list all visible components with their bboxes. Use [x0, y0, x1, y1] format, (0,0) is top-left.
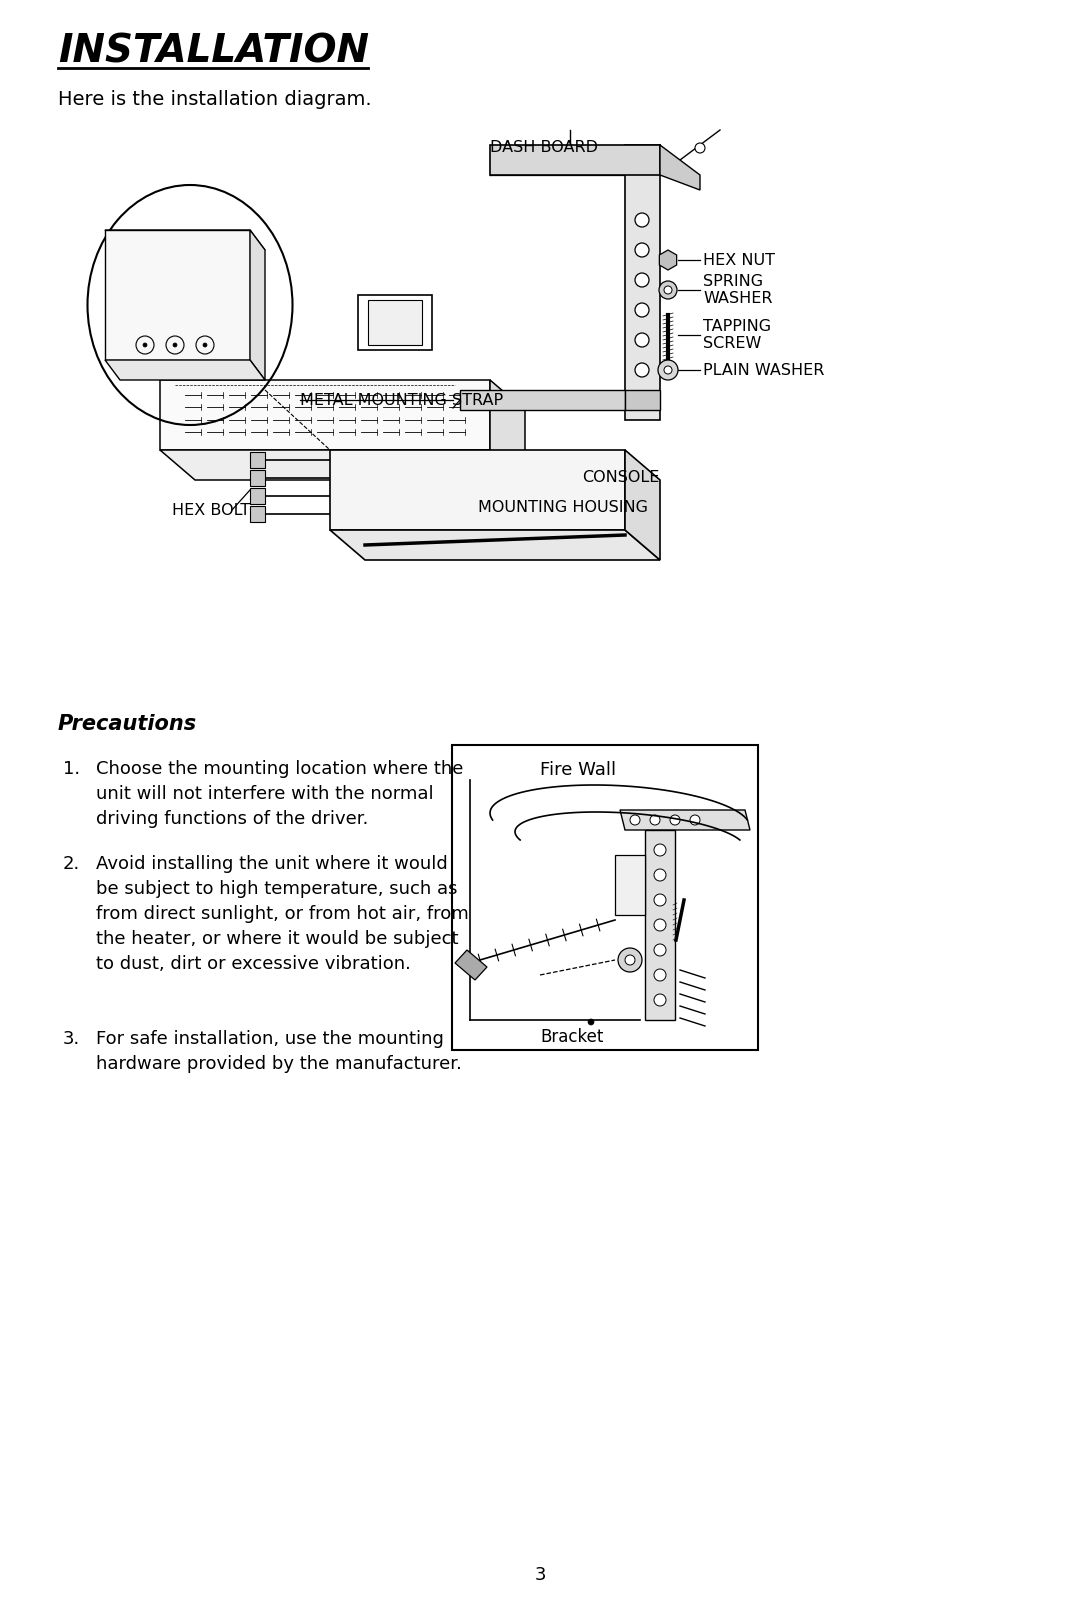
Text: 1.: 1. — [63, 760, 80, 778]
Circle shape — [618, 948, 642, 972]
Polygon shape — [625, 390, 660, 409]
Text: Bracket: Bracket — [540, 1027, 604, 1045]
Polygon shape — [249, 506, 265, 523]
Circle shape — [664, 286, 672, 294]
Circle shape — [654, 993, 666, 1006]
Text: Precautions: Precautions — [58, 714, 198, 735]
Text: For safe installation, use the mounting
hardware provided by the manufacturer.: For safe installation, use the mounting … — [96, 1031, 462, 1073]
Circle shape — [635, 273, 649, 286]
Circle shape — [635, 333, 649, 346]
Polygon shape — [105, 230, 265, 251]
Circle shape — [654, 895, 666, 906]
Polygon shape — [160, 450, 525, 481]
Circle shape — [654, 919, 666, 930]
Text: HEX BOLT: HEX BOLT — [172, 503, 251, 518]
Circle shape — [654, 845, 666, 856]
Circle shape — [635, 214, 649, 227]
Polygon shape — [455, 950, 487, 981]
Polygon shape — [660, 146, 700, 189]
FancyBboxPatch shape — [453, 744, 758, 1050]
Circle shape — [143, 343, 147, 346]
Polygon shape — [490, 146, 660, 175]
Circle shape — [625, 955, 635, 964]
Text: Choose the mounting location where the
unit will not interfere with the normal
d: Choose the mounting location where the u… — [96, 760, 463, 828]
Circle shape — [670, 815, 680, 825]
Circle shape — [654, 869, 666, 880]
Circle shape — [654, 969, 666, 981]
Polygon shape — [620, 811, 750, 830]
Text: MOUNTING HOUSING: MOUNTING HOUSING — [478, 500, 648, 515]
Circle shape — [203, 343, 207, 346]
Polygon shape — [490, 380, 525, 481]
Circle shape — [650, 815, 660, 825]
Polygon shape — [249, 469, 265, 485]
Text: INSTALLATION: INSTALLATION — [58, 32, 369, 70]
Polygon shape — [249, 230, 265, 380]
Polygon shape — [645, 830, 675, 1019]
Circle shape — [690, 815, 700, 825]
Polygon shape — [249, 451, 265, 468]
Polygon shape — [625, 450, 660, 560]
Circle shape — [696, 142, 705, 154]
Polygon shape — [105, 359, 265, 380]
Text: HEX NUT: HEX NUT — [703, 252, 775, 267]
Circle shape — [588, 1019, 594, 1024]
Polygon shape — [330, 450, 625, 531]
Polygon shape — [330, 531, 660, 560]
Circle shape — [664, 366, 672, 374]
Polygon shape — [249, 489, 265, 503]
Text: SPRING
WASHER: SPRING WASHER — [703, 273, 772, 306]
Text: 3.: 3. — [63, 1031, 80, 1048]
Polygon shape — [105, 230, 249, 359]
Text: Here is the installation diagram.: Here is the installation diagram. — [58, 91, 372, 108]
Text: PLAIN WASHER: PLAIN WASHER — [703, 362, 824, 377]
Text: METAL MOUNTING STRAP: METAL MOUNTING STRAP — [300, 393, 503, 408]
Polygon shape — [160, 380, 490, 450]
Polygon shape — [368, 299, 422, 345]
Text: 3: 3 — [535, 1566, 545, 1584]
Circle shape — [173, 343, 177, 346]
Text: 2.: 2. — [63, 854, 80, 874]
Polygon shape — [659, 251, 677, 270]
Circle shape — [635, 362, 649, 377]
Circle shape — [658, 359, 678, 380]
Polygon shape — [625, 146, 660, 421]
Text: DASH BOARD: DASH BOARD — [490, 141, 598, 155]
Circle shape — [630, 815, 640, 825]
Text: CONSOLE: CONSOLE — [582, 469, 660, 484]
Text: TAPPING
SCREW: TAPPING SCREW — [703, 319, 771, 351]
Circle shape — [635, 243, 649, 257]
Circle shape — [654, 943, 666, 956]
Polygon shape — [460, 390, 625, 409]
FancyBboxPatch shape — [615, 854, 645, 916]
Text: Avoid installing the unit where it would
be subject to high temperature, such as: Avoid installing the unit where it would… — [96, 854, 469, 972]
Text: Fire Wall: Fire Wall — [540, 760, 616, 778]
Circle shape — [635, 303, 649, 317]
Circle shape — [659, 282, 677, 299]
